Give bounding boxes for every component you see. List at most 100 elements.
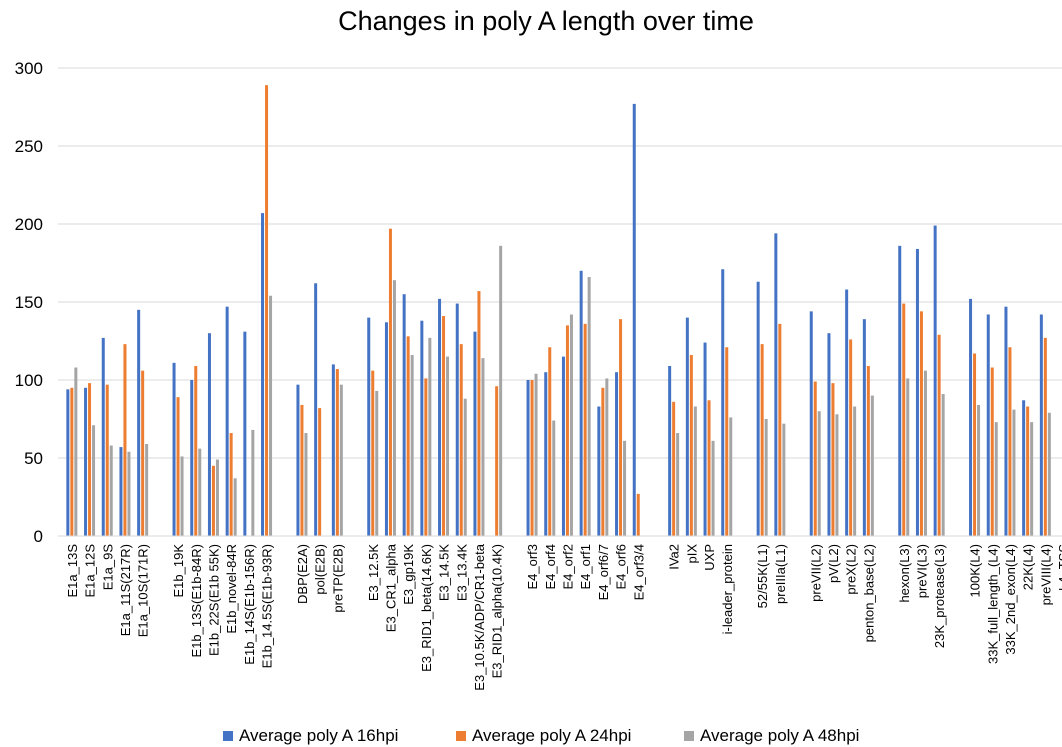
x-tick-label: E3_CR1_alpha [383, 543, 398, 632]
bar [123, 344, 127, 536]
x-tick-label: preTP(E2B) [330, 544, 345, 613]
bar [760, 344, 764, 536]
bar [442, 316, 446, 536]
bar [88, 383, 92, 536]
y-tick-label: 100 [15, 371, 43, 390]
x-tick-label: preIIIa(L1) [773, 544, 788, 604]
x-tick-label: pol(E2B) [313, 544, 328, 595]
x-tick-label: E1b_22S(E1b 55K) [206, 544, 221, 656]
bar [384, 322, 388, 536]
x-tick-label: 33K_full_length_(L4) [985, 544, 1000, 664]
bar [1022, 400, 1026, 536]
x-tick-label: i-leader_protein [720, 544, 735, 634]
bar [211, 465, 215, 536]
bar [371, 370, 375, 536]
bar [866, 365, 870, 536]
chart-title: Changes in poly A length over time [338, 6, 754, 36]
bar [636, 493, 640, 536]
bar [1004, 306, 1008, 536]
x-tick-label: E1a_11S(217R) [118, 544, 133, 636]
bar [304, 433, 308, 536]
bar [74, 367, 78, 536]
bar [994, 422, 998, 536]
x-tick-label: E1a_9S [100, 544, 115, 591]
bar [207, 333, 211, 536]
bar [137, 309, 141, 536]
legend-label: Average poly A 24hpi [472, 726, 631, 745]
x-tick-label: pIX [684, 544, 699, 564]
x-tick-label: hexon(L3) [897, 544, 912, 603]
x-tick-label: E3_10.5K/ADP/CR1-beta [472, 543, 487, 690]
bar [906, 378, 910, 536]
x-tick-label: DBP(E2A) [295, 544, 310, 604]
bar [831, 383, 835, 536]
bar [685, 317, 689, 536]
bar [392, 280, 396, 536]
bar [534, 373, 538, 536]
bar [367, 317, 371, 536]
bar [229, 433, 233, 536]
x-tick-label: E4_orf1 [578, 544, 593, 590]
bar [190, 380, 194, 536]
bar [1026, 406, 1030, 536]
bar [481, 358, 485, 536]
bar [849, 339, 853, 536]
bar [561, 356, 565, 536]
bar [853, 406, 857, 536]
x-tick-label: E4_orf3/4 [631, 544, 646, 600]
x-tick-label: IVa2 [667, 544, 682, 570]
bar [198, 448, 202, 536]
bar [1008, 347, 1012, 536]
bar [225, 306, 229, 536]
bar [827, 333, 831, 536]
bar [180, 456, 184, 536]
bar [109, 445, 113, 536]
x-tick-label: E1b_14S(E1b-156R) [242, 544, 257, 665]
bar [870, 395, 874, 536]
y-tick-label: 0 [34, 527, 43, 546]
bar [375, 390, 379, 536]
bar [583, 323, 587, 536]
bar [569, 314, 573, 536]
x-tick-label: 52/55K(L1) [755, 544, 770, 608]
bar [251, 429, 255, 536]
x-tick-label: preVI(L3) [914, 544, 929, 598]
bar [632, 103, 636, 536]
bar [579, 270, 583, 536]
bar [676, 433, 680, 536]
x-tick-label: E1b_13S(E1b-84R) [189, 544, 204, 657]
bar [835, 414, 839, 536]
bar [774, 233, 778, 537]
bar [898, 245, 902, 536]
bar [923, 370, 927, 536]
y-tick-label: 200 [15, 215, 43, 234]
bar [261, 213, 265, 536]
x-tick-label: 23K_protease(L3) [932, 544, 947, 648]
x-tick-label: preX(L2) [844, 544, 859, 595]
bar [119, 447, 123, 536]
x-tick-label: pV(L2) [826, 544, 841, 583]
bar [172, 362, 176, 536]
bar [499, 245, 503, 536]
bar [300, 404, 304, 536]
bar [969, 298, 973, 536]
x-tick-label: E1b_14.5S(E1b-93R) [260, 544, 275, 668]
bar [1030, 422, 1034, 536]
bar [92, 425, 96, 536]
legend-label: Average poly A 16hpi [239, 726, 398, 745]
bar [402, 294, 406, 536]
bar [707, 400, 711, 536]
bar [530, 380, 534, 536]
bar [919, 311, 923, 536]
bar [424, 378, 428, 536]
bar [105, 384, 109, 536]
bar [1043, 337, 1047, 536]
bar [552, 420, 556, 536]
bar [269, 295, 273, 536]
x-tick-label: E1a_12S [83, 544, 98, 598]
bar [711, 440, 715, 536]
x-tick-label: E4_orf2 [560, 544, 575, 590]
bar [215, 459, 219, 536]
